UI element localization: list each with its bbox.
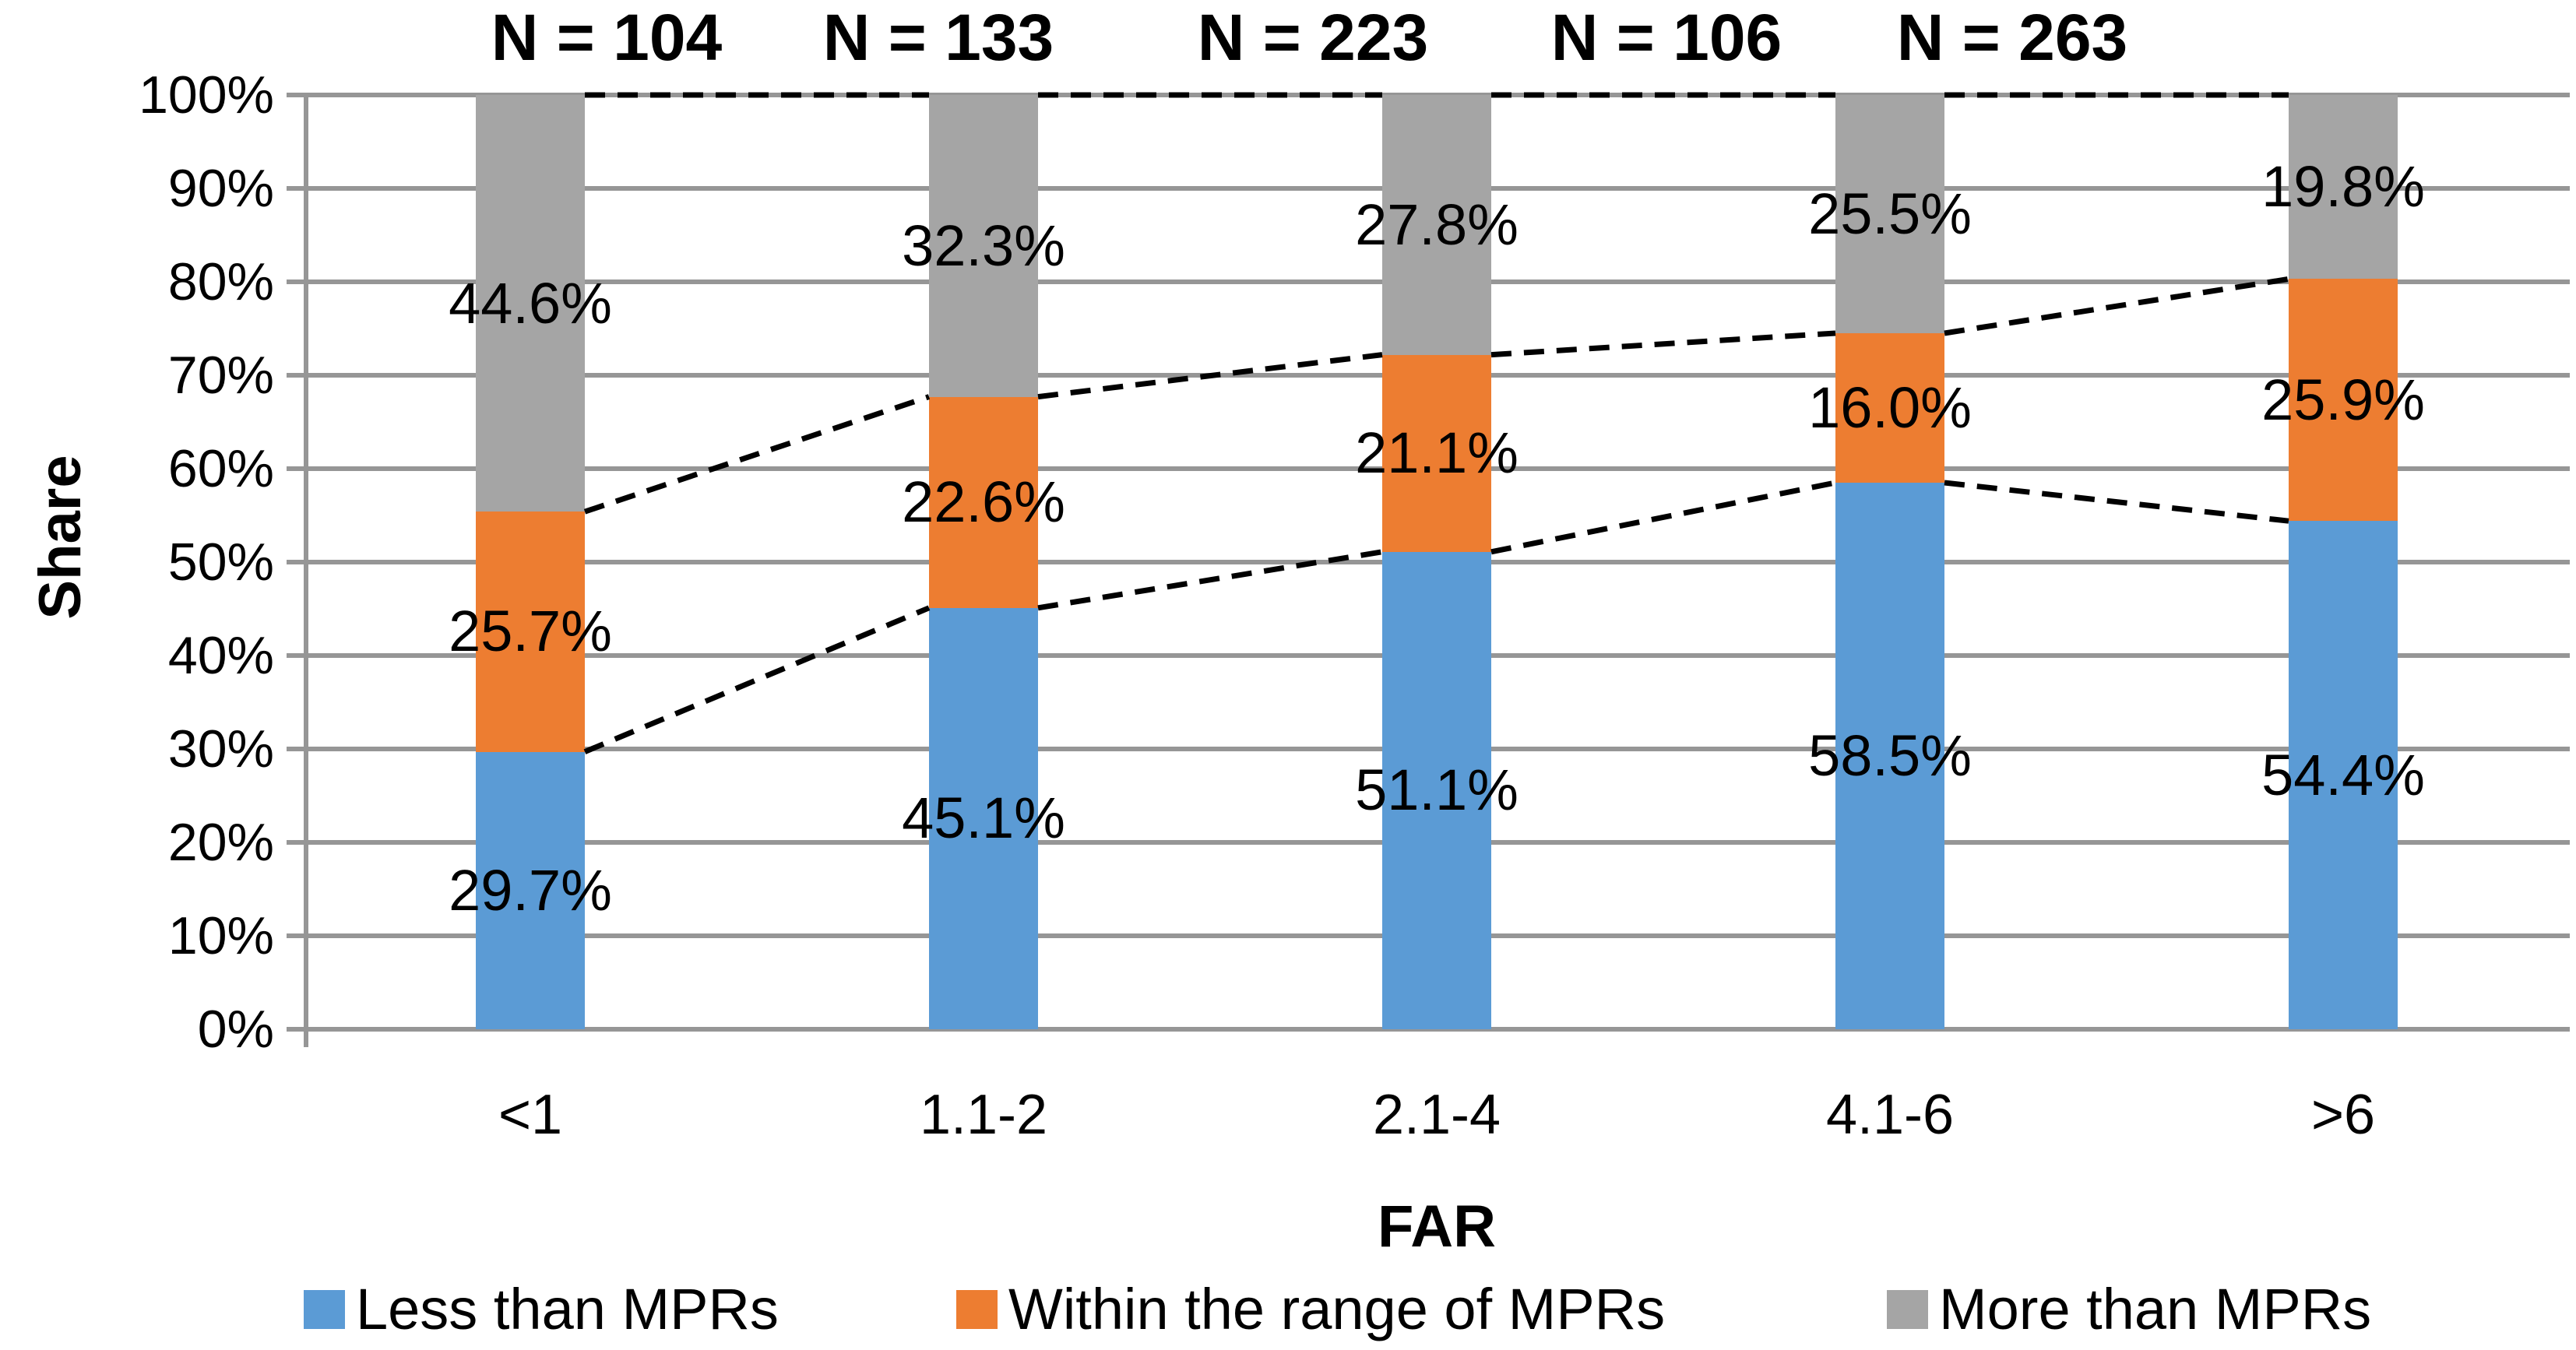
- x-tick-label: 2.1-4: [1372, 1084, 1501, 1146]
- x-tick-label: 1.1-2: [919, 1084, 1048, 1146]
- bar-segment: [476, 512, 585, 752]
- y-tick-label: 30%: [167, 719, 274, 779]
- y-tick-label: 10%: [167, 906, 274, 965]
- h-gridline: [287, 1027, 2570, 1032]
- bar-segment: [929, 396, 1038, 608]
- data-label: 51.1%: [1355, 758, 1519, 823]
- data-label: 32.3%: [902, 213, 1065, 278]
- y-tick-label: 40%: [167, 626, 274, 685]
- connector-line: [1944, 276, 2289, 336]
- data-label: 44.6%: [449, 270, 612, 336]
- bar-segment: [1382, 551, 1491, 1029]
- data-label: 25.9%: [2261, 367, 2425, 432]
- n-count-label: N = 104: [491, 1, 723, 74]
- bar-segment: [1835, 483, 1944, 1029]
- n-count-label: N = 223: [1197, 1, 1429, 74]
- connector-line: [1490, 330, 1836, 358]
- y-tick-label: 60%: [167, 439, 274, 498]
- connector-line: [1037, 352, 1383, 400]
- bar-segment: [476, 751, 585, 1029]
- legend-item: Within the range of MPRs: [956, 1281, 1665, 1338]
- data-label: 16.0%: [1808, 375, 1972, 440]
- n-count-label: N = 133: [822, 1, 1054, 74]
- x-tick-label: 4.1-6: [1825, 1084, 1955, 1146]
- y-tick-label: 100%: [139, 65, 274, 125]
- x-tick-label: <1: [498, 1084, 563, 1146]
- data-label: 27.8%: [1355, 192, 1519, 257]
- n-count-label: N = 106: [1550, 1, 1782, 74]
- legend-swatch-icon: [304, 1290, 345, 1329]
- y-tick-label: 0%: [197, 1000, 274, 1059]
- bar-segment: [1835, 95, 1944, 333]
- x-axis-title: FAR: [1378, 1194, 1496, 1260]
- y-tick-label: 70%: [167, 346, 274, 405]
- bar-segment: [929, 95, 1038, 397]
- data-label: 25.5%: [1808, 181, 1972, 246]
- x-tick-label: >6: [2310, 1084, 2376, 1146]
- bar-segment: [476, 95, 585, 512]
- y-tick-label: 80%: [167, 252, 274, 311]
- y-tick-label: 50%: [167, 533, 274, 592]
- bar-segment: [1382, 354, 1491, 552]
- data-label: 21.1%: [1355, 420, 1519, 486]
- data-label: 29.7%: [449, 857, 612, 923]
- n-count-label: N = 263: [1896, 1, 2128, 74]
- connector-line: [1037, 549, 1383, 611]
- legend-item: Less than MPRs: [304, 1281, 779, 1338]
- bar-segment: [2289, 521, 2398, 1029]
- connector-line: [583, 605, 931, 754]
- data-label: 19.8%: [2261, 154, 2425, 220]
- bar-segment: [1835, 333, 1944, 483]
- legend-swatch-icon: [956, 1290, 998, 1329]
- data-label: 45.1%: [902, 786, 1065, 851]
- bar-segment: [2289, 95, 2398, 279]
- legend-swatch-icon: [1887, 1290, 1928, 1329]
- y-tick-label: 20%: [167, 813, 274, 872]
- legend-label: More than MPRs: [1939, 1277, 2372, 1341]
- legend-label: Less than MPRs: [356, 1277, 779, 1341]
- y-tick-label: 90%: [167, 159, 274, 218]
- bar-segment: [1382, 95, 1491, 355]
- legend-item: More than MPRs: [1887, 1281, 2371, 1338]
- connector-line: [1944, 480, 2289, 524]
- connector-line: [1490, 480, 1836, 555]
- bar-segment: [929, 607, 1038, 1029]
- data-label: 25.7%: [449, 599, 612, 664]
- legend-label: Within the range of MPRs: [1008, 1277, 1666, 1341]
- data-label: 58.5%: [1808, 723, 1972, 788]
- data-label: 54.4%: [2261, 742, 2425, 807]
- bar-segment: [2289, 279, 2398, 522]
- data-label: 22.6%: [902, 469, 1065, 535]
- y-axis-line: [304, 93, 308, 1047]
- connector-line: [583, 394, 931, 515]
